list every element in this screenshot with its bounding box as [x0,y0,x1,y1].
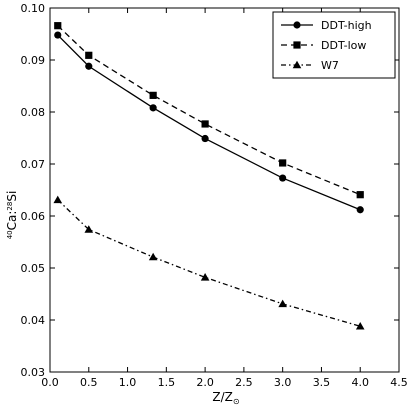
legend: DDT-high DDT-low W7 [272,11,396,79]
series-line [57,25,361,196]
y-axis-label-main: Ca: [5,211,19,231]
x-axis-label-main: Z/Z [212,390,232,404]
series-line [57,199,361,327]
x-tick-label: 3.0 [274,376,292,389]
x-tick-label: 0.0 [41,376,59,389]
x-tick-label: 4.0 [351,376,369,389]
data-point [201,120,209,128]
y-axis-label-tail: Si [5,191,19,202]
data-point [149,91,157,99]
x-tick-label: 1.5 [158,376,176,389]
x-tick-label: 3.5 [313,376,331,389]
data-point [85,51,93,59]
x-tick-label: 2.5 [235,376,253,389]
legend-marker [293,21,301,29]
x-axis-label-subscript: ⊙ [233,397,240,406]
series-3 [53,195,365,330]
y-axis-label-sup2: 28 [6,202,14,211]
data-point [54,31,62,39]
legend-label: W7 [321,59,339,72]
legend-marker [293,41,301,49]
data-point [148,252,158,261]
x-tick-label: 0.5 [80,376,98,389]
axes-frame [49,7,400,373]
plot-frame [49,7,400,373]
y-tick-label: 0.06 [21,210,46,223]
legend-label: DDT-high [321,19,372,32]
y-tick-label: 0.07 [21,158,46,171]
y-tick-label: 0.09 [21,54,46,67]
data-point [279,174,287,182]
data-point [279,159,287,167]
y-tick-label: 0.03 [21,366,46,379]
data-point [355,321,365,330]
x-axis-label: Z/Z⊙ [212,390,239,406]
data-point [356,191,364,199]
series-2 [54,22,364,199]
x-tick-label: 1.0 [119,376,137,389]
data-point [278,299,287,308]
y-axis-label: 40Ca:28Si [5,191,19,240]
legend-marker [292,60,302,69]
data-point [84,225,94,233]
data-point [53,195,63,204]
data-point [201,134,209,143]
data-point [200,273,210,281]
y-tick-label: 0.05 [21,262,46,275]
data-point [149,104,157,112]
data-point [54,22,62,30]
x-tick-label: 4.5 [390,376,408,389]
y-axis-label-sup1: 40 [6,230,14,239]
y-tick-label: 0.10 [21,2,46,15]
y-tick-label: 0.04 [21,314,46,327]
axis-ticks: 0.0 0.5 1.0 1.5 2.0 2.5 3.0 3.5 4.0 4.5 0.03 0.04 0.… [21,2,408,389]
legend-label: DDT-low [321,39,366,52]
data-point [356,206,364,214]
y-tick-label: 0.08 [21,106,46,119]
x-tick-label: 2.0 [196,376,214,389]
data-point [85,62,93,70]
series-layer [53,22,365,330]
series-1 [54,31,364,214]
series-line [57,34,361,211]
